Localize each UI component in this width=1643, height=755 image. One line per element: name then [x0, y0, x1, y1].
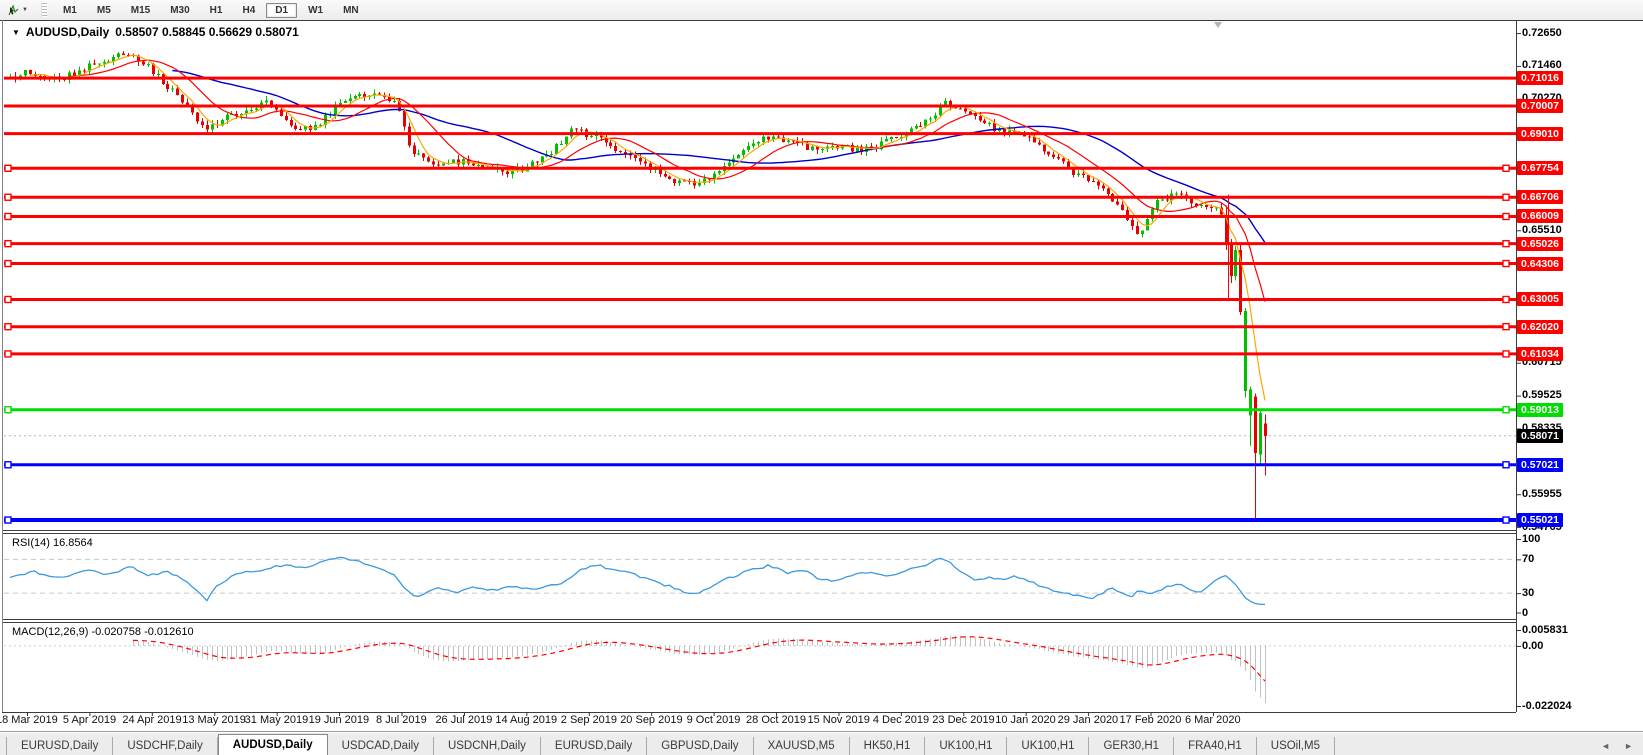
time-axis-label: 15 Nov 2019 [807, 714, 870, 726]
chart-symbol-period: AUDUSD,Daily [25, 25, 110, 39]
rsi-panel[interactable] [3, 533, 1516, 619]
timeframe-button-mn[interactable]: MN [343, 4, 359, 16]
rsi-axis-tick: 100 [1522, 533, 1541, 545]
chart-tab-usdchf-daily[interactable]: USDCHF,Daily [113, 737, 218, 755]
time-axis-label: 13 May 2019 [182, 714, 246, 726]
time-axis-label: 8 Jul 2019 [376, 714, 427, 726]
time-axis-label: 14 Aug 2019 [495, 714, 558, 726]
chart-tab-audusd-daily[interactable]: AUDUSD,Daily [217, 734, 328, 755]
price-axis-tick: 0.65510 [1522, 224, 1562, 236]
chart-ohlc-values: 0.58507 0.58845 0.56629 0.58071 [115, 25, 299, 39]
chart-tab-bar: EURUSD,Daily USDCHF,Daily AUDUSD,Daily USDC… [0, 731, 1643, 755]
time-axis-label: 26 Jul 2019 [435, 714, 493, 726]
time-axis-label: 20 Sep 2019 [620, 714, 683, 726]
rsi-indicator-label: RSI(14) 16.8564 [12, 537, 93, 549]
toolbar: ▼ M1 M5 M15 M30 H1 H4 D1 W1 MN [0, 0, 1643, 20]
timeframe-button-h1[interactable]: H1 [209, 4, 223, 16]
macd-panel[interactable] [3, 622, 1516, 712]
price-level-tag[interactable]: 0.66706 [1517, 190, 1563, 204]
price-level-tag[interactable]: 0.63005 [1517, 292, 1563, 306]
rsi-axis-tick: 70 [1522, 553, 1535, 565]
timeframe-button-m30[interactable]: M30 [170, 4, 190, 16]
chart-tab-ger30-h1[interactable]: GER30,H1 [1089, 737, 1175, 755]
price-level-tag[interactable]: 0.55021 [1517, 513, 1563, 527]
chart-title: ▼ AUDUSD,Daily 0.58507 0.58845 0.56629 0… [12, 25, 299, 39]
macd-axis-tick: 0.00 [1522, 640, 1544, 652]
price-level-tag[interactable]: 0.62020 [1517, 320, 1563, 334]
timeframe-button-d1[interactable]: D1 [266, 2, 298, 18]
chart-tab-usdcnh-daily[interactable]: USDCNH,Daily [434, 737, 541, 755]
timeframe-button-w1[interactable]: W1 [308, 4, 324, 16]
price-level-tag[interactable]: 0.64306 [1517, 257, 1563, 271]
chart-tab-uk100-h1[interactable]: UK100,H1 [925, 737, 1008, 755]
tab-scroll-left-icon[interactable]: ◄ [1601, 741, 1611, 751]
time-axis-label: 23 Dec 2019 [932, 714, 995, 726]
price-level-tag[interactable]: 0.69010 [1517, 127, 1563, 141]
time-axis-label: 4 Dec 2019 [872, 714, 930, 726]
time-axis-label: 28 Oct 2019 [746, 714, 806, 726]
time-axis-label: 31 May 2019 [244, 714, 309, 726]
chart-tab-usoil-m5[interactable]: USOil,M5 [1257, 737, 1335, 755]
price-level-tag[interactable]: 0.59013 [1517, 403, 1563, 417]
tab-scroll-right-icon[interactable]: ► [1624, 741, 1633, 751]
price-level-tag[interactable]: 0.70007 [1517, 99, 1563, 113]
rsi-axis-tick: 0 [1522, 607, 1529, 619]
time-axis-label: 17 Feb 2020 [1119, 714, 1182, 726]
toolbar-grip-handle[interactable] [40, 3, 47, 17]
time-axis-label: 10 Jan 2020 [995, 714, 1056, 726]
timeframe-button-m5[interactable]: M5 [96, 4, 111, 16]
timeframe-button-m15[interactable]: M15 [130, 4, 151, 16]
chart-tab-usdcad-daily[interactable]: USDCAD,Daily [328, 737, 434, 755]
timeframe-button-m1[interactable]: M1 [62, 4, 77, 16]
time-axis-label: 5 Apr 2019 [62, 714, 117, 726]
cursor-tool-button[interactable]: ▼ [2, 2, 33, 18]
chart-tab-xauusd-m5[interactable]: XAUUSD,M5 [754, 737, 850, 755]
chart-tab-eurusd-daily[interactable]: EURUSD,Daily [6, 737, 114, 755]
chart-dropdown-icon[interactable]: ▼ [12, 27, 20, 37]
price-axis-tick: 0.55955 [1522, 488, 1562, 500]
tab-scroll-controls: ◄ ► [1601, 741, 1633, 751]
price-level-tag[interactable]: 0.66009 [1517, 209, 1563, 223]
macd-axis-tick: 0.005831 [1522, 624, 1568, 636]
current-price-tag: 0.58071 [1517, 429, 1563, 443]
chart-tab-fra40-h1[interactable]: FRA40,H1 [1174, 737, 1257, 755]
price-axis-tick: 0.71460 [1522, 59, 1562, 71]
price-level-tag[interactable]: 0.61034 [1517, 347, 1563, 361]
cursor-crosshair-icon [8, 3, 19, 15]
time-axis-label: 19 Jun 2019 [308, 714, 370, 726]
price-level-tag[interactable]: 0.67754 [1517, 161, 1563, 175]
price-axis-tick: 0.59525 [1522, 389, 1562, 401]
price-level-tag[interactable]: 0.57021 [1517, 458, 1563, 472]
chart-tabs: EURUSD,Daily USDCHF,Daily AUDUSD,Daily USDC… [0, 732, 1335, 755]
time-axis-label: 6 Mar 2020 [1184, 714, 1241, 726]
main-chart-panel[interactable] [3, 21, 1516, 530]
time-axis-label: 2 Sep 2019 [560, 714, 618, 726]
timeframe-button-h4[interactable]: H4 [242, 4, 256, 16]
chart-tab-gbpusd-daily[interactable]: GBPUSD,Daily [647, 737, 754, 755]
price-level-tag[interactable]: 0.65026 [1517, 237, 1563, 251]
rsi-axis-tick: 30 [1522, 587, 1535, 599]
price-axis-tick: 0.72650 [1522, 27, 1562, 39]
time-axis-label: 24 Apr 2019 [122, 714, 182, 726]
chevron-down-icon: ▼ [22, 7, 28, 13]
time-axis-label: 29 Jan 2020 [1057, 714, 1119, 726]
macd-axis-tick: -0.022024 [1522, 700, 1572, 712]
chart-tab-uk100-h1[interactable]: UK100,H1 [1007, 737, 1090, 755]
macd-indicator-label: MACD(12,26,9) -0.020758 -0.012610 [12, 626, 194, 638]
chart-tab-hk50-h1[interactable]: HK50,H1 [850, 737, 926, 755]
time-axis-label: 18 Mar 2019 [0, 714, 58, 726]
time-axis-label: 9 Oct 2019 [686, 714, 741, 726]
price-level-tag[interactable]: 0.71016 [1517, 71, 1563, 85]
chart-tab-eurusd-daily[interactable]: EURUSD,Daily [541, 737, 648, 755]
timeframe-button-group: M1 M5 M15 M30 H1 H4 D1 W1 MN [53, 0, 369, 20]
